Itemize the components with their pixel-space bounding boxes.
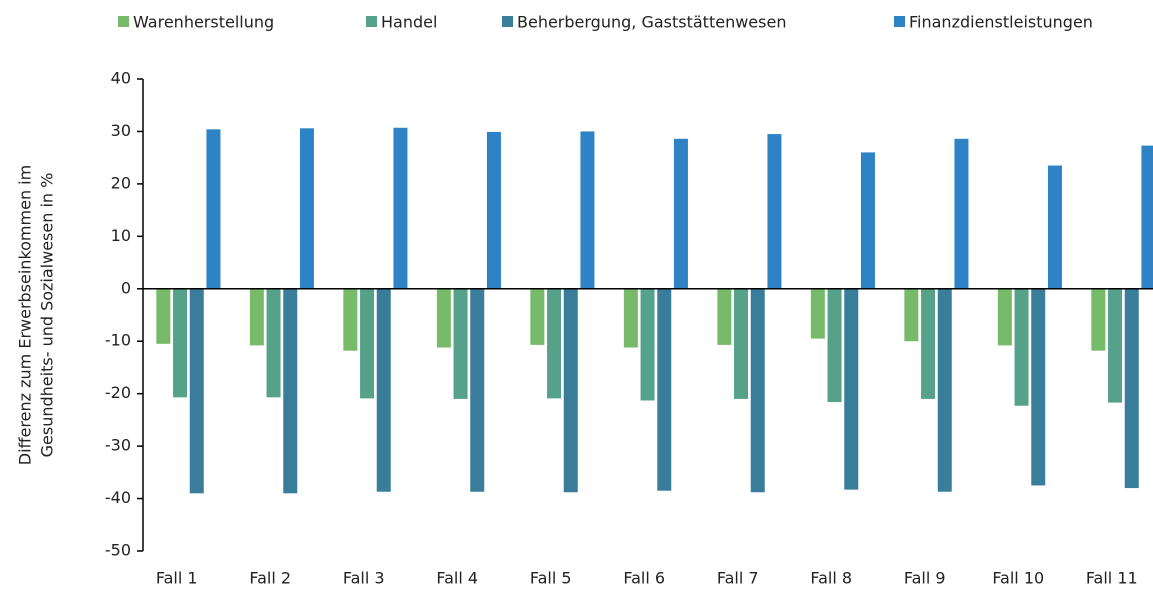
y-tick-label: 30 <box>111 121 131 140</box>
bar <box>657 288 672 491</box>
x-tick-label: Fall 8 <box>810 569 852 588</box>
bar <box>189 288 204 494</box>
bar <box>640 288 655 401</box>
bar <box>750 288 765 493</box>
bar <box>1091 288 1106 351</box>
bar <box>937 288 952 492</box>
y-tick-label: -30 <box>105 436 131 455</box>
bar <box>393 127 408 289</box>
x-tick-label: Fall 2 <box>249 569 291 588</box>
bar <box>376 288 391 492</box>
bar <box>249 288 264 346</box>
bar <box>1014 288 1029 406</box>
bar <box>810 288 825 339</box>
y-tick-label: 0 <box>121 278 131 297</box>
bar <box>1141 145 1153 289</box>
legend-swatch <box>502 16 513 27</box>
x-tick-label: Fall 11 <box>1086 569 1138 588</box>
x-tick-label: Fall 4 <box>436 569 478 588</box>
bar <box>717 288 732 345</box>
legend-label: Beherbergung, Gaststättenwesen <box>517 13 786 32</box>
bar <box>997 288 1012 346</box>
x-tick-label: Fall 3 <box>343 569 385 588</box>
y-tick-label: -50 <box>105 541 131 560</box>
bar <box>343 288 358 351</box>
bar <box>1124 288 1139 489</box>
bar <box>921 288 936 399</box>
y-tick-label: 10 <box>111 226 131 245</box>
legend-label: Warenherstellung <box>133 13 274 32</box>
y-tick-label: -40 <box>105 488 131 507</box>
x-tick-label: Fall 10 <box>992 569 1044 588</box>
bar <box>299 128 314 289</box>
bar <box>1031 288 1046 486</box>
bar <box>360 288 375 399</box>
x-tick-label: Fall 1 <box>156 569 198 588</box>
bar <box>844 288 859 490</box>
bar <box>580 131 595 289</box>
bar <box>1047 165 1062 289</box>
x-tick-label: Fall 7 <box>717 569 759 588</box>
bar <box>453 288 468 399</box>
x-tick-label: Fall 5 <box>530 569 572 588</box>
x-tick-label: Fall 6 <box>623 569 665 588</box>
legend-swatch <box>118 16 129 27</box>
bar <box>266 288 281 398</box>
legend-swatch <box>366 16 377 27</box>
bar <box>734 288 749 399</box>
bar <box>486 131 501 289</box>
legend-label: Handel <box>381 13 437 32</box>
y-tick-label: -20 <box>105 383 131 402</box>
legend-swatch <box>894 16 905 27</box>
bar <box>283 288 298 494</box>
bar <box>563 288 578 493</box>
legend-label: Finanzdienstleistungen <box>909 13 1093 32</box>
y-axis-title: Gesundheits- und Sozialwesen in % <box>38 173 57 458</box>
y-tick-label: 40 <box>111 69 131 88</box>
bar <box>860 152 875 289</box>
bar <box>547 288 562 399</box>
y-axis-title: Differenz zum Erwerbseinkommen im <box>16 165 35 465</box>
bar <box>827 288 842 403</box>
bar <box>673 138 688 289</box>
y-tick-label: -10 <box>105 331 131 350</box>
bar <box>623 288 638 348</box>
bar <box>156 288 171 344</box>
bar <box>904 288 919 342</box>
bar <box>530 288 545 345</box>
y-tick-label: 20 <box>111 173 131 192</box>
bar <box>436 288 451 348</box>
bar <box>173 288 188 398</box>
x-tick-label: Fall 9 <box>904 569 946 588</box>
bar <box>767 134 782 289</box>
bar <box>1108 288 1123 403</box>
bar <box>954 138 969 289</box>
bar <box>470 288 485 492</box>
bar <box>206 129 221 289</box>
